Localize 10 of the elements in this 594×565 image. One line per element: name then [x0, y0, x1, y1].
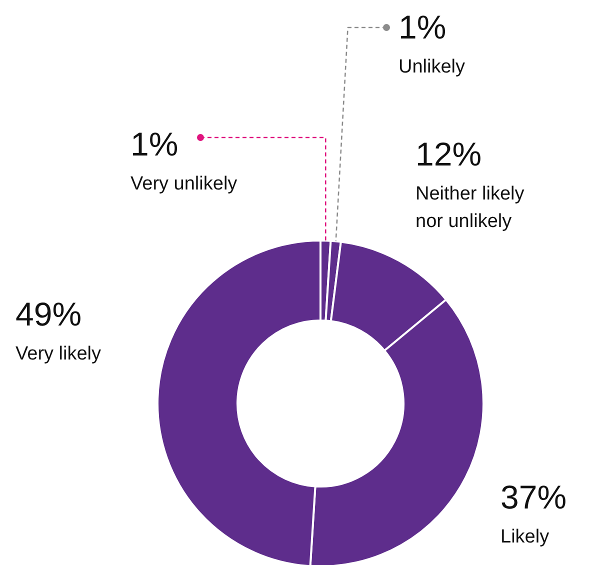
data-label: 1% [130, 126, 178, 162]
data-label: 49% [16, 296, 82, 332]
slice-label: Neither likely nor unlikely [416, 184, 525, 232]
slice-label: Likely [500, 526, 550, 548]
data-label: 37% [500, 478, 567, 516]
data-label: 1% [398, 8, 446, 46]
slice-label: Very likely [16, 344, 102, 364]
data-label: 12% [416, 136, 482, 172]
slice-label: Very unlikely [130, 174, 238, 194]
slice-label: Unlikely [398, 56, 466, 78]
